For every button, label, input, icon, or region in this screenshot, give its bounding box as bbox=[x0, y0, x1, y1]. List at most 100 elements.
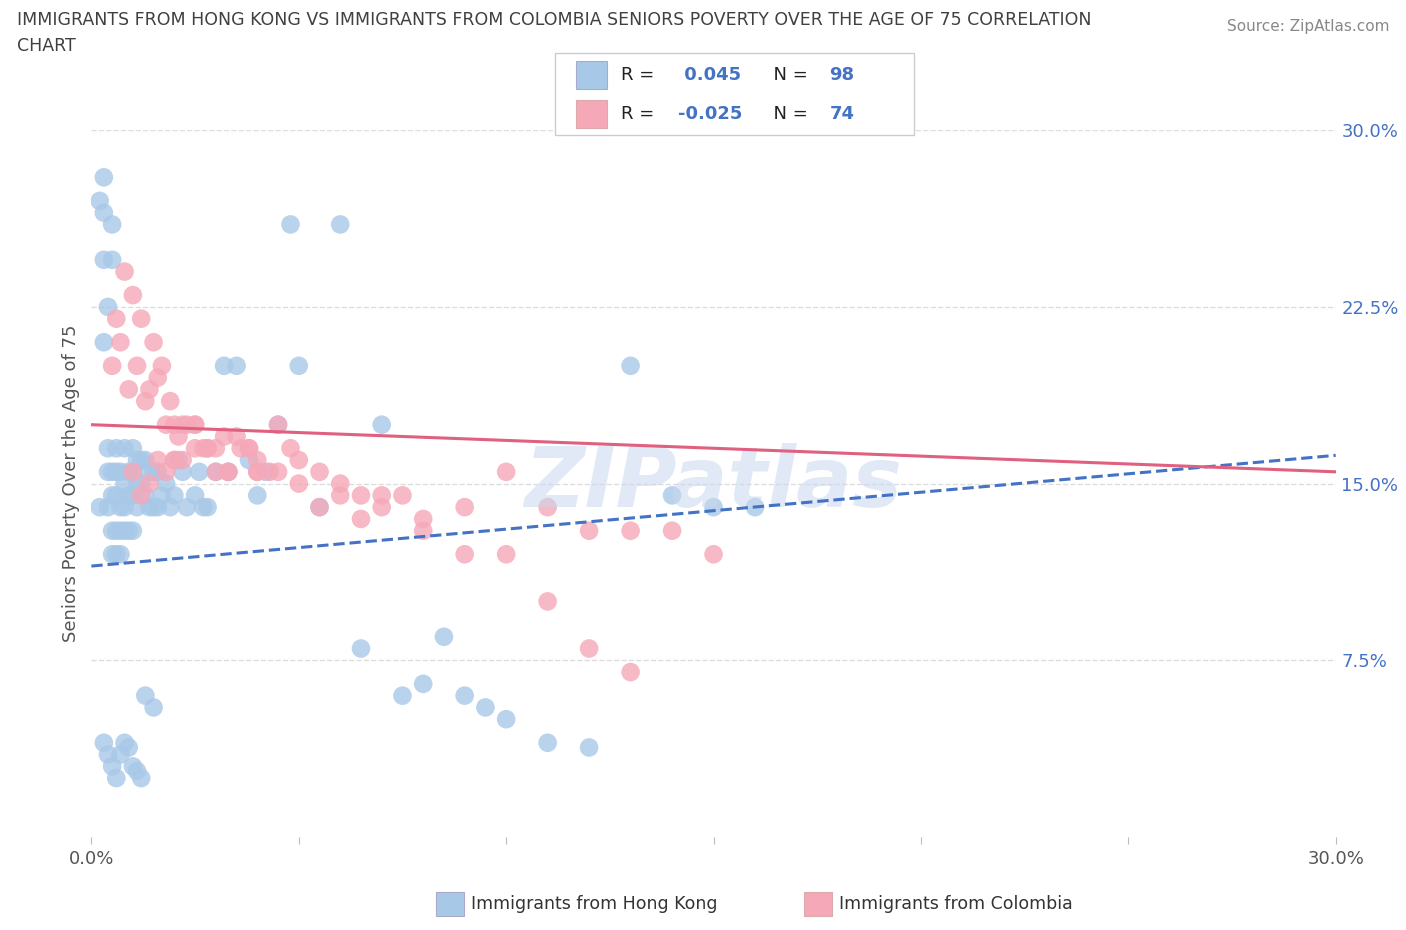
Point bbox=[121, 441, 145, 456]
Text: ZIPatlas: ZIPatlas bbox=[524, 443, 903, 525]
Point bbox=[267, 464, 290, 479]
Point bbox=[125, 358, 148, 373]
Point bbox=[159, 499, 181, 514]
Point bbox=[702, 547, 725, 562]
Text: Immigrants from Colombia: Immigrants from Colombia bbox=[839, 895, 1073, 913]
Point bbox=[246, 464, 269, 479]
Point bbox=[184, 488, 207, 503]
Point bbox=[350, 512, 373, 526]
Point bbox=[184, 418, 207, 432]
Point bbox=[146, 464, 169, 479]
Point bbox=[101, 488, 124, 503]
Point bbox=[308, 464, 330, 479]
Point bbox=[197, 441, 219, 456]
Point bbox=[329, 217, 352, 232]
Point bbox=[89, 499, 111, 514]
Point bbox=[110, 464, 132, 479]
Point bbox=[138, 382, 160, 397]
Point bbox=[110, 747, 132, 762]
Point bbox=[138, 476, 160, 491]
Point bbox=[101, 217, 124, 232]
Point bbox=[114, 476, 136, 491]
Point bbox=[121, 488, 145, 503]
Point bbox=[110, 335, 132, 350]
Point bbox=[193, 499, 215, 514]
Point bbox=[121, 464, 145, 479]
Point bbox=[101, 358, 124, 373]
Point bbox=[578, 524, 600, 538]
Point bbox=[536, 736, 558, 751]
Point bbox=[412, 512, 434, 526]
Point bbox=[371, 499, 394, 514]
Point bbox=[217, 464, 239, 479]
Point bbox=[267, 418, 290, 432]
Text: 74: 74 bbox=[830, 105, 855, 124]
Text: N =: N = bbox=[762, 66, 814, 84]
Point bbox=[287, 476, 309, 491]
Point bbox=[110, 499, 132, 514]
Point bbox=[105, 488, 128, 503]
Point bbox=[105, 464, 128, 479]
Point bbox=[118, 488, 141, 503]
Point bbox=[101, 464, 124, 479]
Text: R =: R = bbox=[621, 105, 661, 124]
Text: CHART: CHART bbox=[17, 37, 76, 55]
Point bbox=[391, 488, 413, 503]
Point bbox=[205, 464, 228, 479]
Point bbox=[371, 488, 394, 503]
Point bbox=[114, 499, 136, 514]
Point bbox=[97, 441, 120, 456]
Point bbox=[412, 676, 434, 691]
Point bbox=[259, 464, 281, 479]
Point bbox=[105, 312, 128, 326]
Y-axis label: Seniors Poverty Over the Age of 75: Seniors Poverty Over the Age of 75 bbox=[62, 325, 80, 643]
Point bbox=[105, 524, 128, 538]
Point bbox=[308, 499, 330, 514]
Point bbox=[110, 547, 132, 562]
Point bbox=[150, 358, 173, 373]
Point bbox=[184, 418, 207, 432]
Point bbox=[97, 299, 120, 314]
Point bbox=[125, 453, 148, 468]
Point bbox=[129, 488, 152, 503]
Point bbox=[129, 312, 152, 326]
Point bbox=[97, 499, 120, 514]
Point bbox=[238, 453, 260, 468]
Point bbox=[453, 547, 475, 562]
Point bbox=[121, 464, 145, 479]
Point bbox=[134, 453, 156, 468]
Point bbox=[619, 358, 641, 373]
Point bbox=[155, 476, 177, 491]
Point bbox=[495, 547, 517, 562]
Point bbox=[163, 488, 186, 503]
Text: N =: N = bbox=[762, 105, 814, 124]
Point bbox=[121, 759, 145, 774]
Point bbox=[129, 453, 152, 468]
Point bbox=[212, 358, 235, 373]
Point bbox=[619, 524, 641, 538]
Point bbox=[412, 524, 434, 538]
Point bbox=[619, 665, 641, 680]
Point bbox=[142, 464, 165, 479]
Point bbox=[280, 441, 302, 456]
Point bbox=[536, 594, 558, 609]
Point bbox=[159, 393, 181, 408]
Point bbox=[134, 488, 156, 503]
Point bbox=[134, 393, 156, 408]
Point bbox=[146, 499, 169, 514]
Point bbox=[661, 524, 683, 538]
Point bbox=[350, 488, 373, 503]
Point bbox=[193, 441, 215, 456]
Point bbox=[229, 441, 252, 456]
Point bbox=[225, 429, 247, 444]
Point bbox=[125, 476, 148, 491]
Point bbox=[114, 524, 136, 538]
Text: R =: R = bbox=[621, 66, 661, 84]
Point bbox=[93, 206, 115, 220]
Point bbox=[176, 418, 198, 432]
Point bbox=[217, 464, 239, 479]
Point bbox=[97, 747, 120, 762]
Point bbox=[125, 499, 148, 514]
Text: IMMIGRANTS FROM HONG KONG VS IMMIGRANTS FROM COLOMBIA SENIORS POVERTY OVER THE A: IMMIGRANTS FROM HONG KONG VS IMMIGRANTS … bbox=[17, 11, 1091, 29]
Point bbox=[197, 441, 219, 456]
